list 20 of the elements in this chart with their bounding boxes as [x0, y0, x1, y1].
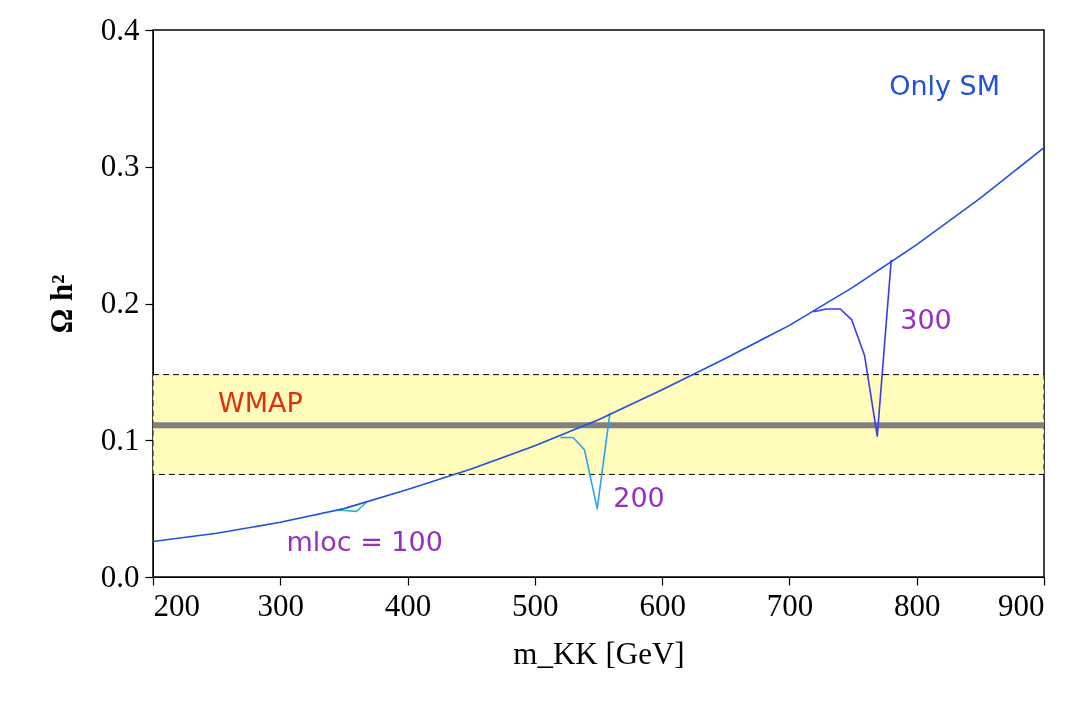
y-tick-label: 0.2	[100, 285, 140, 320]
x-axis-title: m_KK [GeV]	[513, 635, 685, 671]
x-tick-label: 900	[998, 587, 1045, 623]
x-tick-label: 400	[384, 587, 432, 623]
band-label: WMAP	[218, 386, 303, 418]
y-axis-title: Ω h²	[43, 274, 79, 334]
y-tick-label: 0.1	[100, 421, 140, 457]
y-tick-label: 0.4	[100, 11, 140, 47]
series-label: 200	[613, 481, 665, 513]
text: Only SM	[889, 69, 1000, 101]
x-tick-label: 700	[766, 587, 814, 623]
x-tick-label: 600	[639, 587, 686, 623]
x-tick-label: 800	[893, 587, 941, 623]
series-label: mloc = 100	[286, 526, 443, 558]
x-tick-label: 200	[153, 587, 200, 623]
series-label: 300	[900, 303, 952, 335]
y-tick-label: 0.0	[100, 558, 140, 594]
x-tick-label: 300	[257, 587, 305, 623]
x-tick-label: 500	[512, 587, 559, 623]
y-tick-label: 0.3	[100, 148, 140, 184]
